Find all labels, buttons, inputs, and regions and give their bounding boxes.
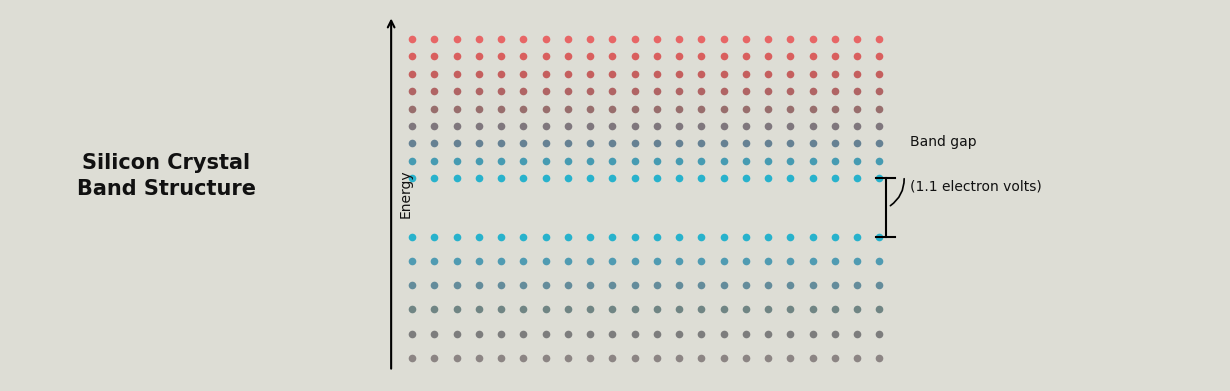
Text: (1.1 electron volts): (1.1 electron volts) xyxy=(910,180,1042,194)
Text: Silicon Crystal
Band Structure: Silicon Crystal Band Structure xyxy=(76,153,256,199)
Text: Energy: Energy xyxy=(399,169,413,218)
Text: Band gap: Band gap xyxy=(910,135,977,149)
